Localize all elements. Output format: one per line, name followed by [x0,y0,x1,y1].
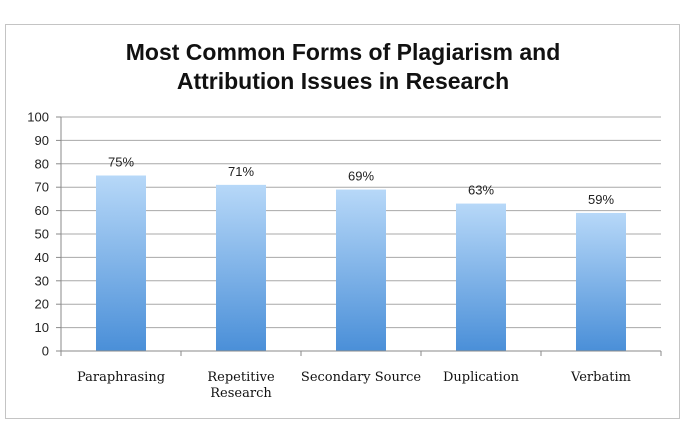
y-tick-label: 10 [35,320,49,335]
bar [576,212,626,351]
x-category-label: Secondary Source [301,370,421,385]
bar [216,184,266,351]
chart-title: Most Common Forms of Plagiarism and Attr… [0,38,686,96]
x-category-label: Research [210,386,272,401]
x-category-label: Paraphrasing [77,370,165,385]
y-tick-label: 100 [27,110,49,125]
bar [336,189,386,351]
x-category-label: Repetitive [207,370,275,385]
data-label: 63% [468,183,494,198]
x-category-label: Duplication [443,370,520,385]
y-tick-label: 90 [35,133,49,148]
data-label: 75% [108,155,134,170]
y-tick-label: 80 [35,156,49,171]
y-tick-label: 20 [35,297,49,312]
data-label: 59% [588,192,614,207]
data-label: 69% [348,169,374,184]
y-tick-label: 50 [35,227,49,242]
y-tick-label: 0 [42,344,49,359]
y-tick-label: 60 [35,203,49,218]
bar [456,203,506,351]
data-label: 71% [228,164,254,179]
y-tick-label: 70 [35,180,49,195]
y-tick-label: 40 [35,250,49,265]
chart-title-line-1: Most Common Forms of Plagiarism and [125,39,561,65]
chart-title-line-2: Attribution Issues in Research [176,68,510,94]
bar [96,175,146,351]
y-tick-label: 30 [35,273,49,288]
x-category-label: Verbatim [570,370,631,385]
